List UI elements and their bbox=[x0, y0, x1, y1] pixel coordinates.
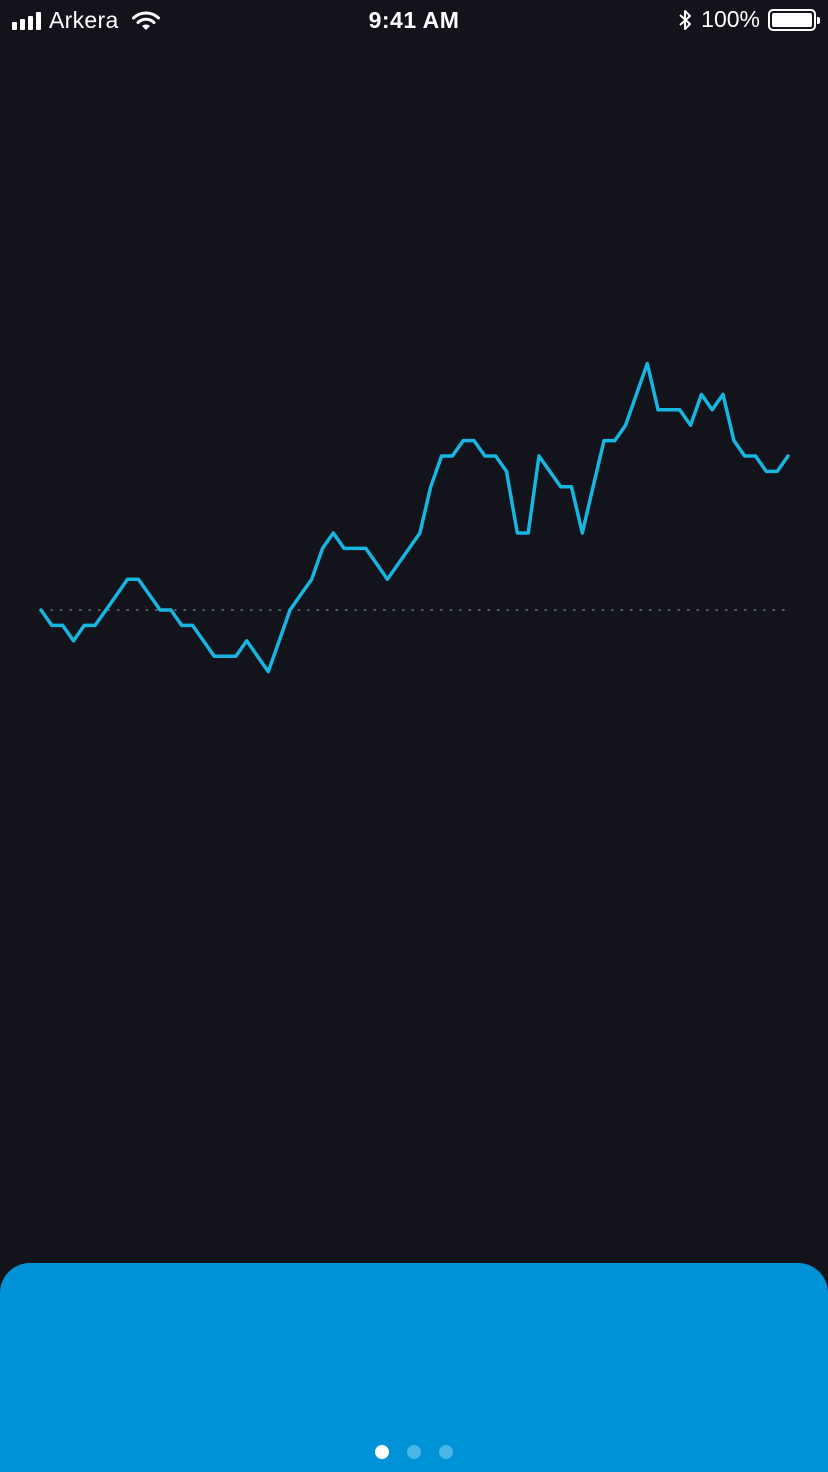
status-right: 100% bbox=[677, 6, 820, 33]
bluetooth-icon bbox=[679, 9, 692, 30]
status-bar: Arkera 9:41 AM 100% bbox=[0, 0, 828, 40]
cellular-signal-icon bbox=[12, 11, 41, 30]
series-line bbox=[39, 361, 790, 674]
status-left: Arkera bbox=[12, 7, 161, 34]
carrier-name: Arkera bbox=[49, 7, 119, 33]
page-dot-1[interactable] bbox=[375, 1445, 389, 1459]
page-dot-2[interactable] bbox=[407, 1445, 421, 1459]
bottom-sheet[interactable] bbox=[0, 1263, 828, 1472]
wifi-icon bbox=[131, 10, 160, 30]
battery-percent: 100% bbox=[701, 6, 760, 32]
page-indicator[interactable] bbox=[0, 1445, 828, 1459]
battery-icon bbox=[768, 8, 820, 31]
page-dot-3[interactable] bbox=[439, 1445, 453, 1459]
line-chart bbox=[39, 361, 790, 674]
status-time: 9:41 AM bbox=[368, 7, 460, 33]
